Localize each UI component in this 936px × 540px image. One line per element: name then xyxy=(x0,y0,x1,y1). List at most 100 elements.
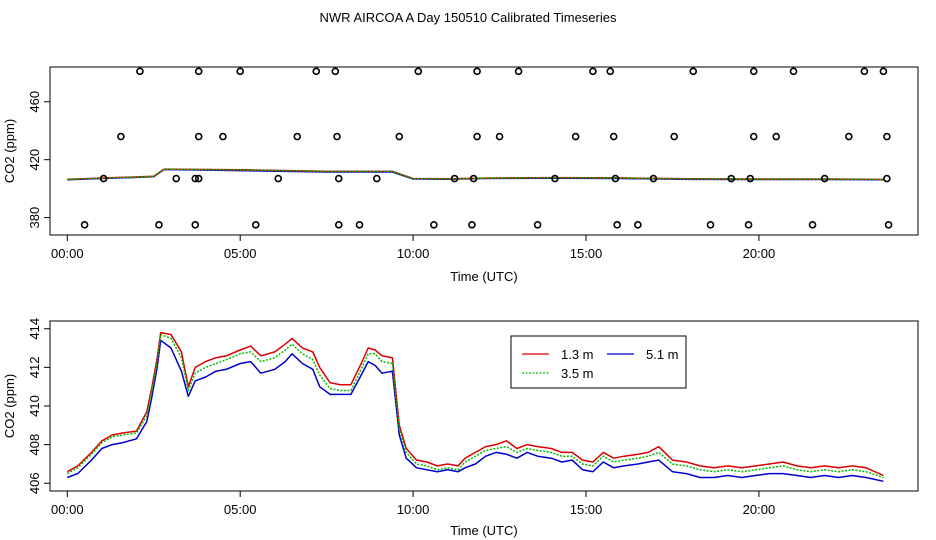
top-y-axis-label: CO2 (ppm) xyxy=(2,119,17,183)
calibration-point xyxy=(727,174,736,183)
series-line-5-1-m xyxy=(67,339,884,483)
legend-label-5-1m: 5.1 m xyxy=(646,347,679,362)
x-tick-label: 05:00 xyxy=(224,502,257,517)
top-x-axis: 00:00 05:00 10:00 15:00 20:00 xyxy=(51,235,775,261)
calibration-point xyxy=(194,132,203,141)
calibration-point xyxy=(634,221,642,229)
calibration-point xyxy=(155,221,163,229)
calibration-point xyxy=(749,132,758,141)
y-tick-label: 406 xyxy=(27,472,42,494)
calibration-point xyxy=(136,67,144,76)
calibration-point xyxy=(191,174,200,183)
calibration-point xyxy=(355,221,364,229)
legend-label-1-3m: 1.3 m xyxy=(561,347,594,362)
top-plot-frame xyxy=(49,66,919,236)
calibration-point xyxy=(99,174,108,183)
bottom-x-axis: 00:00 05:00 10:00 15:00 20:00 xyxy=(51,491,775,517)
legend-box xyxy=(510,335,687,389)
bottom-series-group xyxy=(66,331,884,483)
calibration-point xyxy=(172,174,181,183)
y-tick-label: 420 xyxy=(27,149,42,171)
calibration-point xyxy=(820,174,829,183)
top-series-group xyxy=(67,168,884,181)
x-tick-label: 05:00 xyxy=(224,246,257,261)
calibration-point xyxy=(789,67,798,76)
y-tick-label: 460 xyxy=(27,91,42,113)
legend-label-3-5m: 3.5 m xyxy=(561,366,594,381)
calibration-point xyxy=(670,132,678,141)
calibration-point xyxy=(772,132,781,141)
calibration-point xyxy=(236,67,244,76)
calibration-point xyxy=(468,221,476,229)
calibration-point xyxy=(117,132,125,141)
calibration-point xyxy=(334,174,343,183)
calibration-point xyxy=(430,221,438,229)
calibration-point xyxy=(860,67,869,76)
calibration-point xyxy=(274,174,283,183)
calibration-point xyxy=(884,221,893,229)
calibration-point xyxy=(331,67,340,76)
calibration-point xyxy=(473,67,481,76)
series-line-3-5-m xyxy=(67,168,884,181)
calibration-point xyxy=(251,221,260,229)
calibration-point xyxy=(571,132,580,141)
calibration-point xyxy=(495,132,504,141)
calibration-point xyxy=(372,174,381,183)
calibration-point xyxy=(606,67,615,76)
calibration-point xyxy=(469,174,478,183)
calibration-point xyxy=(533,221,542,229)
series-line-1-3-m xyxy=(66,331,884,477)
bottom-y-axis-label: CO2 (ppm) xyxy=(2,374,17,438)
calibration-point xyxy=(611,174,620,183)
calibration-point xyxy=(191,221,200,229)
top-panel: 00:00 05:00 10:00 15:00 20:00 380 420 460 Time… xyxy=(2,66,919,284)
bottom-plot-frame xyxy=(49,320,919,492)
calibration-point xyxy=(649,174,658,183)
calibration-point xyxy=(883,174,891,183)
calibration-point xyxy=(450,174,459,183)
x-tick-label: 00:00 xyxy=(51,246,84,261)
calibration-point xyxy=(589,67,597,76)
calibration-point xyxy=(334,221,343,229)
x-tick-label: 20:00 xyxy=(743,246,776,261)
y-tick-label: 408 xyxy=(27,434,42,456)
y-tick-label: 410 xyxy=(27,395,42,417)
y-tick-label: 412 xyxy=(27,357,42,379)
calibration-point xyxy=(609,132,618,141)
y-tick-label: 380 xyxy=(27,207,42,229)
figure-title: NWR AIRCOA A Day 150510 Calibrated Times… xyxy=(320,10,617,25)
x-tick-label: 20:00 xyxy=(743,502,776,517)
top-x-axis-label: Time (UTC) xyxy=(450,269,517,284)
calibration-point xyxy=(293,132,302,141)
x-tick-label: 10:00 xyxy=(397,502,430,517)
calibration-point xyxy=(333,132,341,141)
calibration-point xyxy=(744,221,753,229)
legend: 1.3 m 3.5 m 5.1 m xyxy=(510,335,687,389)
calibration-point xyxy=(749,67,758,76)
calibration-point xyxy=(473,132,481,141)
calibration-point xyxy=(706,221,715,229)
x-tick-label: 10:00 xyxy=(397,246,430,261)
top-y-axis: 380 420 460 xyxy=(27,91,50,229)
calibration-point xyxy=(194,67,203,76)
calibration-point xyxy=(689,67,698,76)
calibration-point xyxy=(414,67,423,76)
calibration-point xyxy=(613,221,621,229)
calibration-point xyxy=(879,67,888,76)
x-tick-label: 15:00 xyxy=(570,246,603,261)
calibration-point xyxy=(80,221,89,229)
calibration-point xyxy=(194,174,203,183)
calibration-point xyxy=(845,132,853,141)
series-line-1-3-m xyxy=(67,168,884,181)
bottom-panel: 00:00 05:00 10:00 15:00 20:00 406 408 410 412 41… xyxy=(2,318,919,538)
x-tick-label: 15:00 xyxy=(570,502,603,517)
calibration-point xyxy=(808,221,817,229)
bottom-y-axis: 406 408 410 412 414 xyxy=(27,318,50,494)
calibration-point xyxy=(514,67,523,76)
x-tick-label: 00:00 xyxy=(51,502,84,517)
series-line-3-5-m xyxy=(66,333,884,479)
calibration-point xyxy=(746,174,755,183)
bottom-x-axis-label: Time (UTC) xyxy=(450,523,517,538)
calibration-point xyxy=(883,132,891,141)
